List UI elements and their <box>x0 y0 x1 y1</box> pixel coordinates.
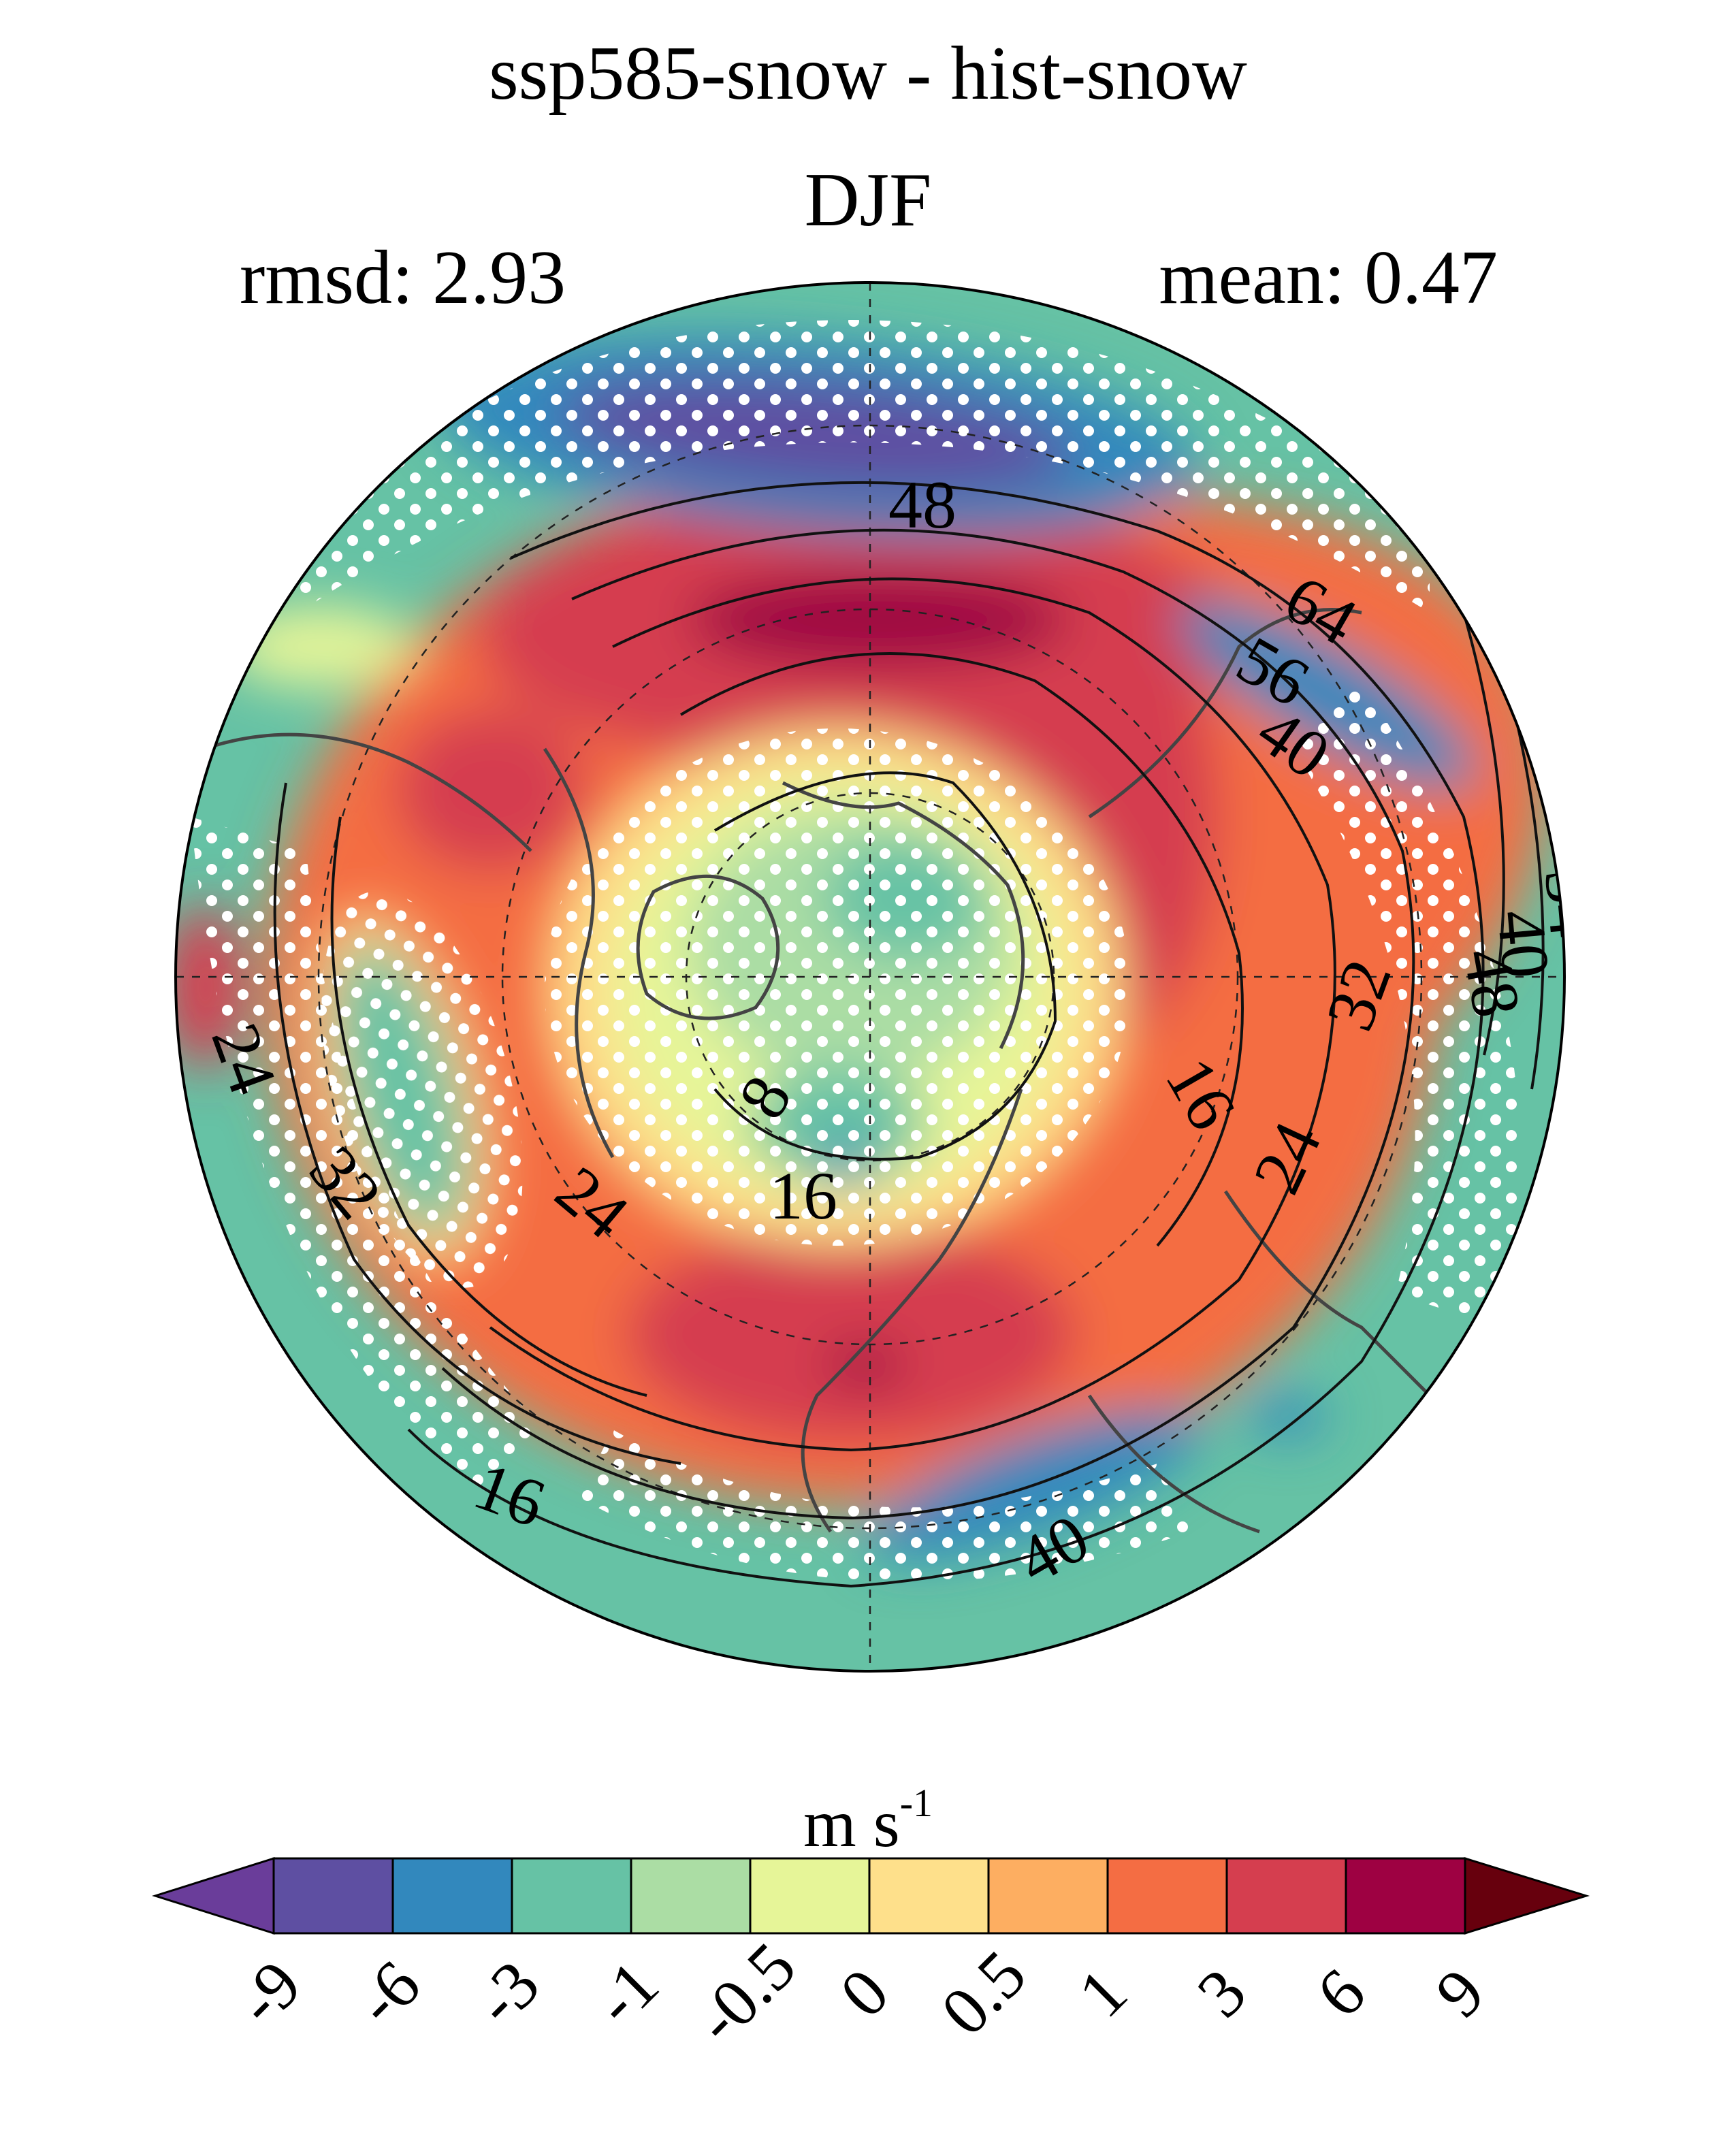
colorbar-box <box>1225 1857 1347 1935</box>
colorbar-boxes <box>152 1856 1590 1935</box>
colorbar-tick-label: -6 <box>341 1946 434 2039</box>
map-boundary <box>174 281 1566 1673</box>
colorbar-box <box>868 1857 990 1935</box>
colorbar-box <box>391 1857 513 1935</box>
map-fill-layer: 48 64 56 40 34 40 48 32 24 16 8 16 24 32… <box>176 283 1564 1671</box>
colorbar-tick-label: 0.5 <box>927 1936 1040 2050</box>
colorbar-box <box>630 1857 752 1935</box>
colorbar-tick-label: -1 <box>579 1946 673 2039</box>
contour-label: 48 <box>1449 943 1535 1023</box>
contour-label: 48 <box>888 467 957 543</box>
colorbar-box <box>1345 1857 1466 1935</box>
rmsd-label: rmsd: 2.93 <box>240 236 566 320</box>
colorbar-tick-label: 1 <box>1064 1954 1142 2032</box>
colorbar-tick-label: 0 <box>826 1954 903 2032</box>
colorbar-box <box>511 1857 632 1935</box>
polar-map: 48 64 56 40 34 40 48 32 24 16 8 16 24 32… <box>174 281 1566 1673</box>
colorbar-tick-label: 3 <box>1183 1954 1261 2032</box>
colorbar-box <box>987 1857 1109 1935</box>
colorbar-under-arrow <box>152 1856 275 1935</box>
colorbar-tick-label: 6 <box>1302 1954 1380 2032</box>
colorbar-tick-label: -0.5 <box>680 1928 809 2057</box>
colorbar-box <box>1106 1857 1228 1935</box>
colorbar-units: m s-1 <box>803 1781 933 1861</box>
mean-label: mean: 0.47 <box>1159 236 1498 320</box>
contour-label: 16 <box>769 1158 837 1233</box>
graticule <box>176 283 1564 1671</box>
contour-label: 40 <box>1483 907 1564 981</box>
colorbar-over-arrow <box>1464 1856 1590 1935</box>
plot-title: ssp585-snow - hist-snow <box>489 31 1247 116</box>
colorbar-box <box>272 1857 394 1935</box>
colorbar-tick-label: 9 <box>1421 1954 1499 2032</box>
colorbar-tick-label: -9 <box>222 1946 315 2039</box>
colorbar-box <box>749 1857 871 1935</box>
season-label: DJF <box>804 158 932 242</box>
colorbar-tick-label: -3 <box>460 1946 553 2039</box>
coastlines <box>204 608 1499 1534</box>
colorbar-ticks: -9 -6 -3 -1 -0.5 0 0.5 1 3 6 9 <box>222 1928 1499 2057</box>
